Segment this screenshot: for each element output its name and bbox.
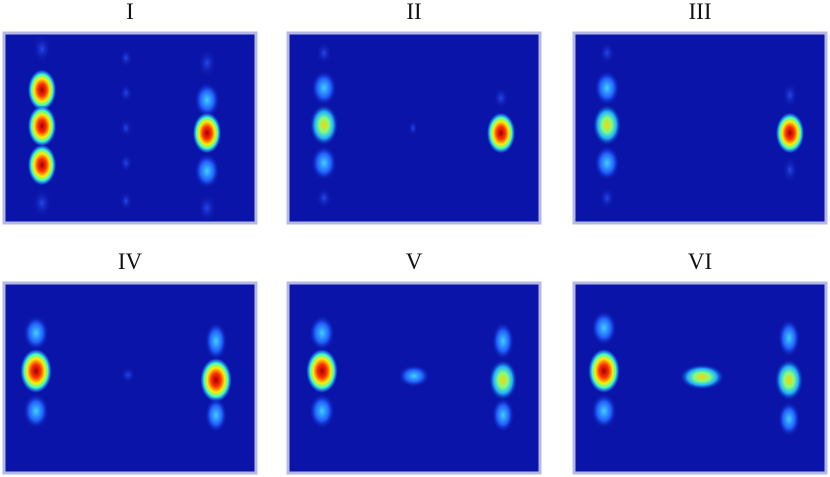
intensity-spot xyxy=(23,315,49,351)
intensity-spot xyxy=(27,105,57,147)
intensity-spot xyxy=(588,348,620,394)
intensity-spot xyxy=(119,118,133,138)
panel: V xyxy=(286,249,542,475)
panel-label: V xyxy=(406,249,423,274)
intensity-spot xyxy=(591,393,617,429)
panel-label: III xyxy=(689,0,712,24)
intensity-spot xyxy=(309,104,339,146)
intensity-spot xyxy=(23,393,49,429)
intensity-spot xyxy=(27,144,57,186)
intensity-spot xyxy=(316,41,332,65)
intensity-spot xyxy=(486,112,516,154)
intensity-spot xyxy=(119,48,133,68)
intensity-spot xyxy=(592,104,622,146)
intensity-spot xyxy=(311,145,337,181)
intensity-spot xyxy=(204,321,228,361)
intensity-spot xyxy=(594,70,620,106)
panel: III xyxy=(572,0,828,225)
intensity-spot xyxy=(782,82,798,108)
intensity-spot xyxy=(594,145,620,181)
intensity-spot xyxy=(491,397,515,433)
intensity-spot xyxy=(194,82,220,118)
intensity-spot xyxy=(491,321,515,361)
intensity-spot xyxy=(777,318,801,358)
intensity-spot xyxy=(408,120,418,136)
intensity-spot xyxy=(599,41,615,65)
intensity-spot xyxy=(398,364,430,388)
panel: II xyxy=(286,0,542,225)
intensity-spot xyxy=(493,86,509,110)
intensity-spot xyxy=(777,401,801,437)
intensity-spot xyxy=(774,359,804,401)
panel: I xyxy=(2,0,258,225)
panel-label: IV xyxy=(118,249,143,274)
panel: VI xyxy=(572,249,828,475)
intensity-spot xyxy=(119,83,133,103)
panel-label: VI xyxy=(688,249,712,274)
intensity-spot xyxy=(197,193,217,223)
intensity-spot xyxy=(119,191,133,211)
intensity-spot xyxy=(204,397,228,433)
intensity-spot xyxy=(316,186,332,210)
panel-label: I xyxy=(126,0,134,24)
intensity-spot xyxy=(27,69,57,111)
intensity-spot xyxy=(32,188,52,218)
intensity-spot xyxy=(309,315,335,351)
intensity-spot xyxy=(194,153,220,189)
intensity-spot xyxy=(782,157,798,183)
intensity-spot xyxy=(775,112,805,154)
intensity-spot xyxy=(311,70,337,106)
intensity-spot xyxy=(192,112,222,154)
intensity-spot xyxy=(309,393,335,429)
intensity-spot xyxy=(120,367,136,383)
intensity-spot xyxy=(679,364,725,390)
intensity-spot xyxy=(20,348,52,394)
intensity-spot xyxy=(197,48,217,78)
intensity-spot xyxy=(306,348,338,394)
intensity-spot xyxy=(200,357,232,403)
intensity-spot xyxy=(591,310,617,346)
intensity-spot xyxy=(32,34,52,64)
intensity-spot xyxy=(599,186,615,210)
panel: IV xyxy=(2,249,258,475)
panel-label: II xyxy=(406,0,421,24)
intensity-spot xyxy=(488,359,518,401)
intensity-spot xyxy=(119,153,133,173)
